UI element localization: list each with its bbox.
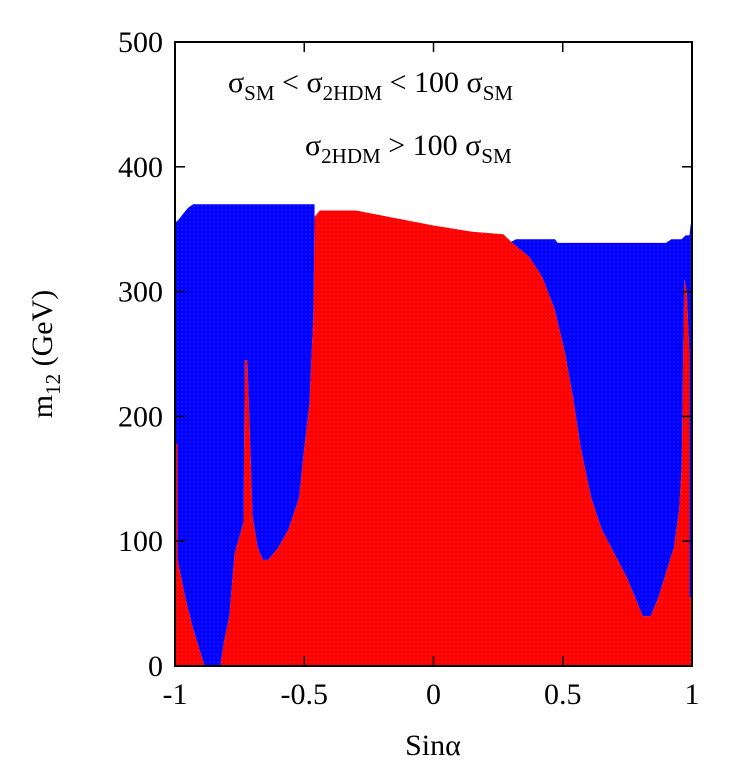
- y-axis-label: m12 (GeV): [26, 290, 65, 418]
- y-tick-label: 0: [148, 650, 163, 683]
- tick-labels: -1 -0.5 0 0.5 1 0 100 200 300 400 500: [118, 26, 700, 711]
- x-tick-label: -0.5: [281, 678, 329, 711]
- legend-red-mid1: < σ: [275, 66, 323, 99]
- y-axis-label-sub: 12: [41, 374, 65, 395]
- region-2-texture: [511, 224, 692, 617]
- legend-blue-sigma1: σ: [305, 129, 321, 162]
- legend-entry-blue: σ2HDM > 100 σSM: [305, 129, 512, 168]
- legend-blue-sub1: 2HDM: [321, 144, 381, 168]
- legend-red-sub1: SM: [244, 81, 275, 105]
- legend-red-sub2: 2HDM: [323, 81, 383, 105]
- legend-blue-sub2: SM: [481, 144, 512, 168]
- legend-blue-mid1: > 100 σ: [381, 129, 482, 162]
- legend-entry-red: σSM < σ2HDM < 100 σSM: [228, 66, 513, 105]
- plot-area: [175, 204, 692, 666]
- x-tick-label: 1: [685, 678, 700, 711]
- legend-red-sigma1: σ: [228, 66, 244, 99]
- x-tick-label: 0: [426, 678, 441, 711]
- legend-red-sub3: SM: [483, 81, 514, 105]
- y-tick-label: 200: [118, 400, 163, 433]
- x-tick-label: 0.5: [544, 678, 582, 711]
- y-axis-label-rest: (GeV): [26, 290, 59, 374]
- plot-frame: [174, 41, 693, 667]
- x-axis-label-greek: α: [445, 729, 461, 762]
- y-axis-label-main: m: [26, 395, 59, 418]
- x-axis-label-main: Sin: [405, 729, 445, 762]
- y-tick-label: 300: [118, 276, 163, 309]
- y-tick-label: 400: [118, 151, 163, 184]
- x-tick-label: -1: [163, 678, 188, 711]
- y-tick-label: 500: [118, 26, 163, 59]
- x-axis-label: Sinα: [405, 729, 461, 762]
- region-0-texture: [175, 210, 692, 666]
- legend-red-mid2: < 100 σ: [382, 66, 483, 99]
- region-1-texture: [175, 204, 315, 666]
- y-tick-label: 100: [118, 525, 163, 558]
